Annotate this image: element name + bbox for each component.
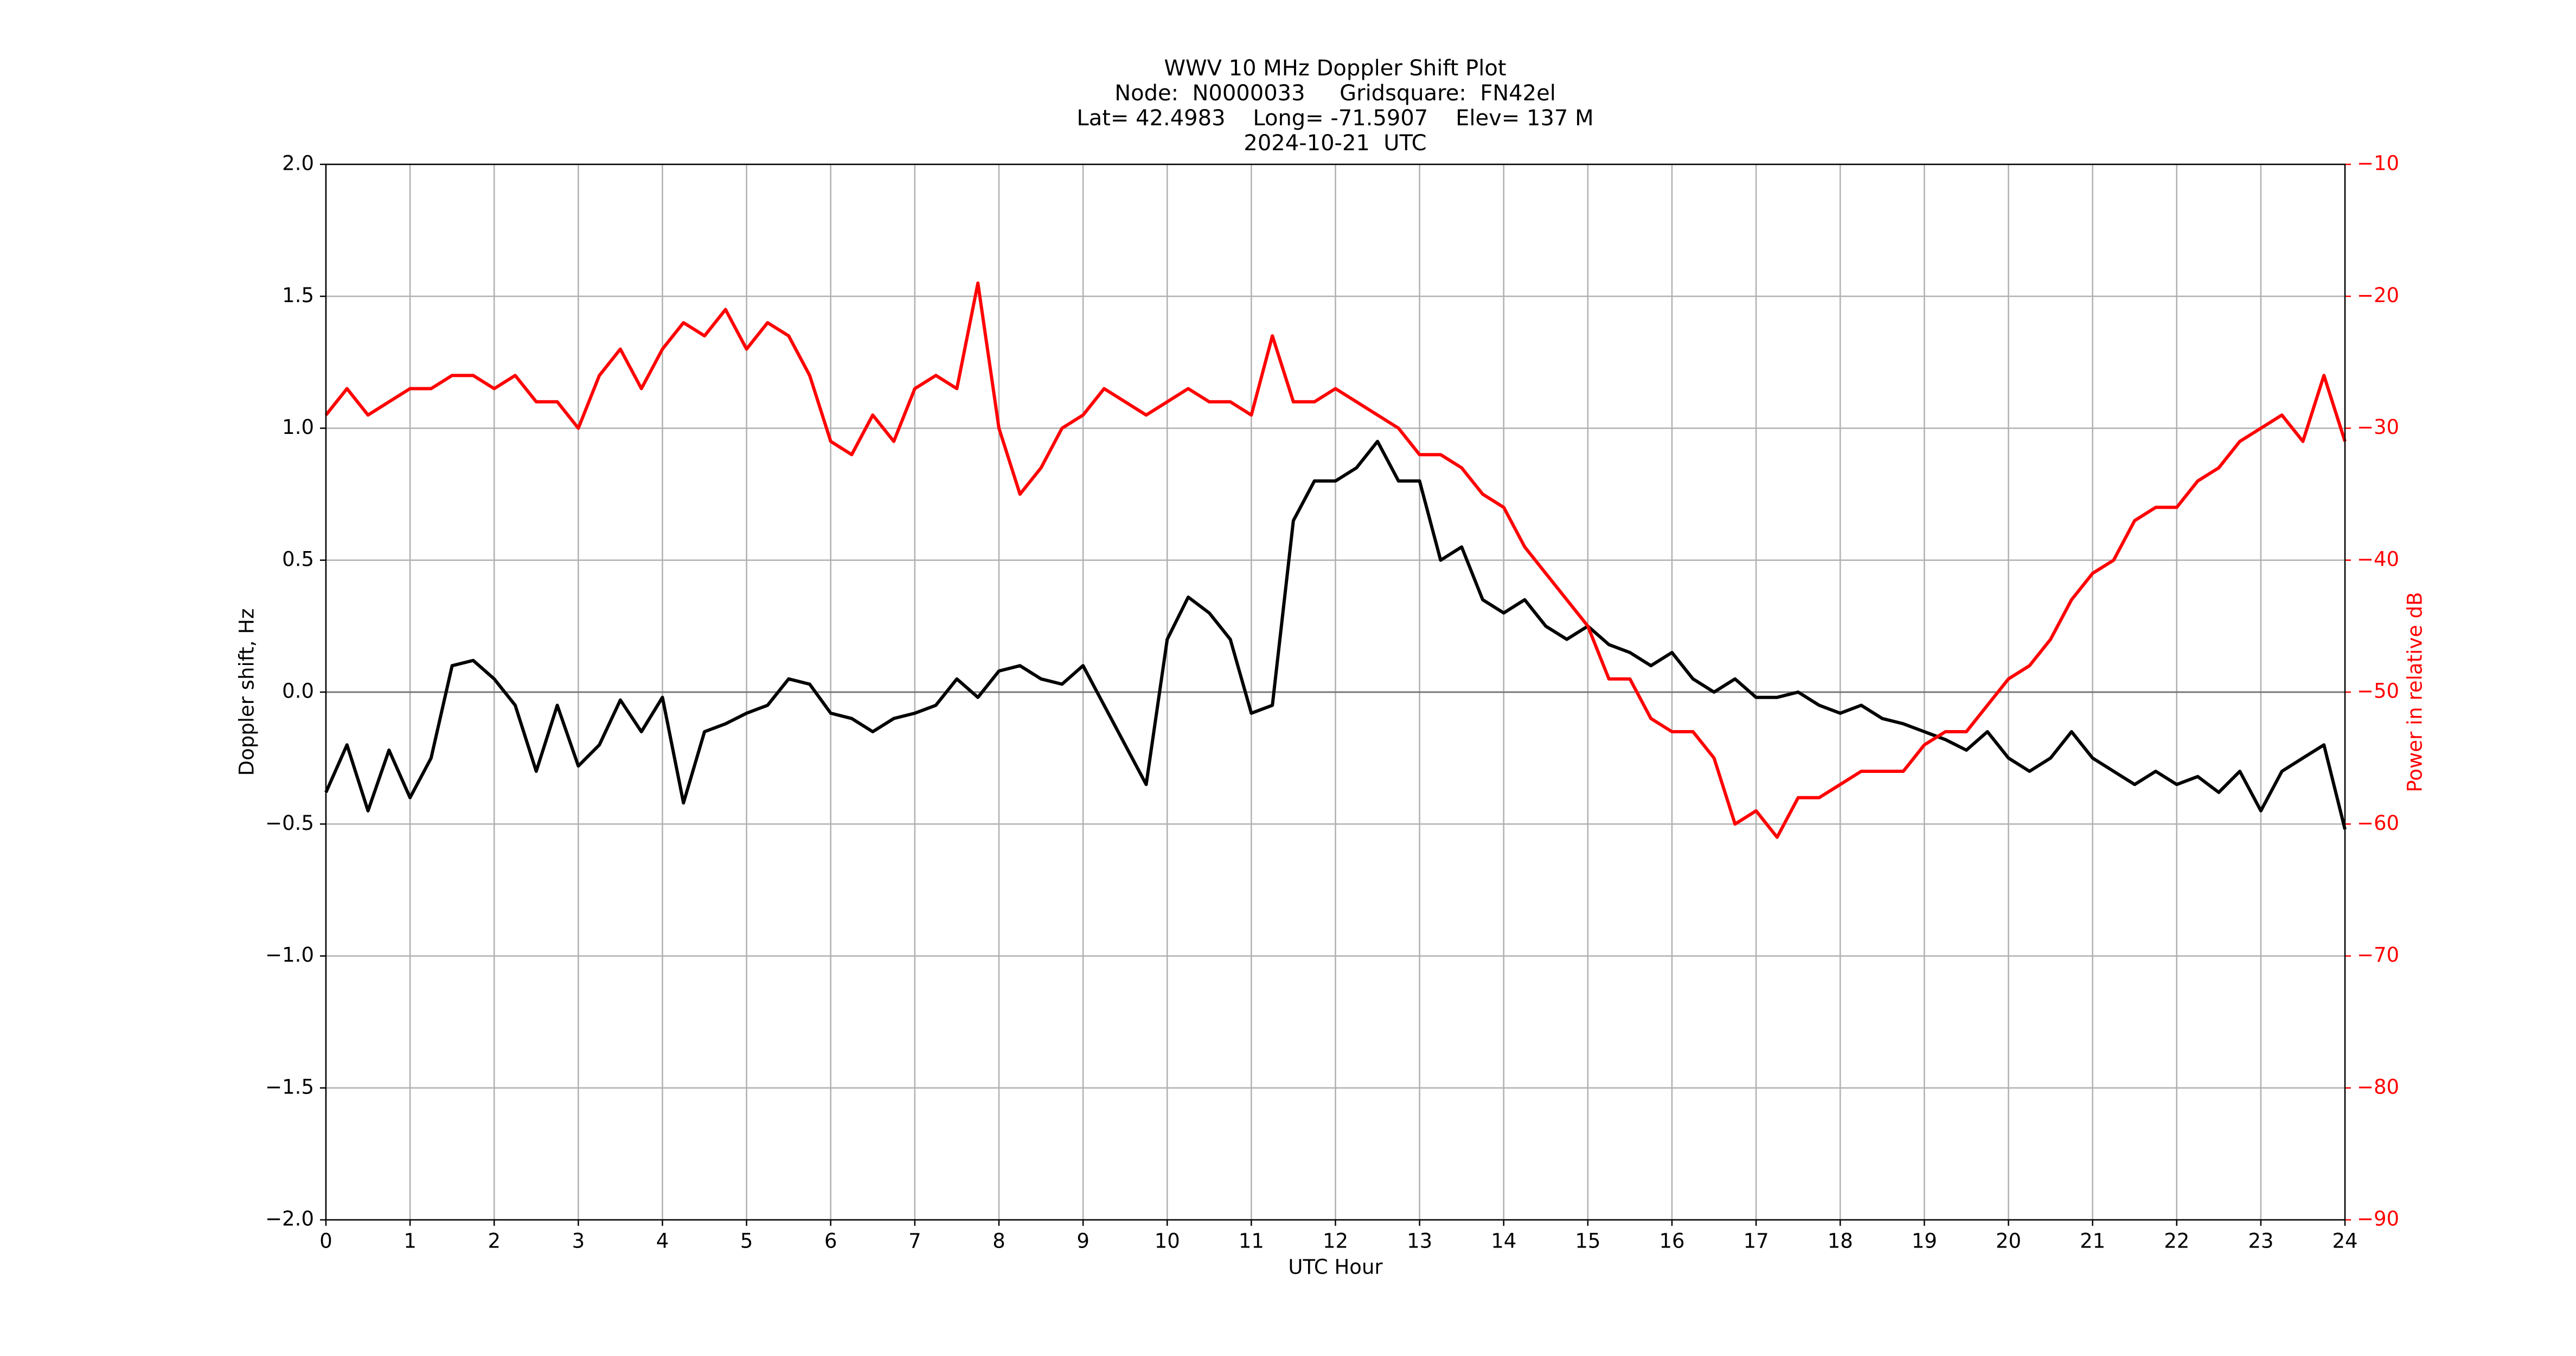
x-tick-label: 9 xyxy=(1076,1230,1090,1253)
x-tick-label: 0 xyxy=(319,1230,332,1253)
y-tick-label: 1.0 xyxy=(282,415,314,439)
x-tick-label: 18 xyxy=(1828,1230,1853,1253)
x-tick-label: 10 xyxy=(1155,1230,1180,1253)
y-tick-label: 0.5 xyxy=(282,547,314,571)
x-tick-label: 16 xyxy=(1659,1230,1684,1253)
x-axis-label: UTC Hour xyxy=(1288,1256,1383,1279)
x-tick-label: 14 xyxy=(1491,1230,1516,1253)
chart-title: Node: N0000033 Gridsquare: FN42el xyxy=(1114,81,1556,106)
y-tick-label: −0.5 xyxy=(265,811,314,835)
chart-title: 2024-10-21 UTC xyxy=(1244,131,1426,156)
x-tick-label: 17 xyxy=(1744,1230,1769,1253)
series-line xyxy=(324,439,2347,830)
y-tick-label: −1.0 xyxy=(265,943,314,967)
y-tick-label: 2.0 xyxy=(282,152,314,175)
x-tick-label: 13 xyxy=(1407,1230,1432,1253)
x-tick-label: 24 xyxy=(2332,1230,2357,1253)
y-tick-label: 0.0 xyxy=(282,680,314,703)
x-tick-label: 20 xyxy=(1996,1230,2021,1253)
y2-tick-label: −70 xyxy=(2357,943,2399,967)
y2-tick-label: −20 xyxy=(2357,284,2399,307)
x-tick-label: 11 xyxy=(1239,1230,1264,1253)
y-tick-label: 1.5 xyxy=(282,284,314,307)
x-tick-label: 7 xyxy=(908,1230,921,1253)
y2-tick-label: −30 xyxy=(2357,415,2399,439)
chart-title: Lat= 42.4983 Long= -71.5907 Elev= 137 M xyxy=(1076,106,1593,131)
x-tick-label: 19 xyxy=(1912,1230,1937,1253)
y2-tick-label: −60 xyxy=(2357,811,2399,835)
x-tick-label: 15 xyxy=(1575,1230,1600,1253)
chart-title: WWV 10 MHz Doppler Shift Plot xyxy=(1164,56,1506,81)
y2-tick-label: −10 xyxy=(2357,152,2399,175)
x-tick-label: 3 xyxy=(572,1230,585,1253)
x-tick-label: 12 xyxy=(1323,1230,1348,1253)
y-tick-label: −2.0 xyxy=(265,1207,314,1231)
x-tick-label: 21 xyxy=(2080,1230,2105,1253)
y-tick-label: −1.5 xyxy=(265,1075,314,1098)
y2-tick-label: −80 xyxy=(2357,1075,2399,1098)
y-axis-label: Doppler shift, Hz xyxy=(235,609,259,776)
x-tick-label: 22 xyxy=(2164,1230,2189,1253)
series-line xyxy=(324,281,2347,839)
x-tick-label: 4 xyxy=(656,1230,669,1253)
x-tick-label: 8 xyxy=(992,1230,1005,1253)
x-tick-label: 6 xyxy=(824,1230,837,1253)
x-tick-label: 23 xyxy=(2248,1230,2273,1253)
y2-tick-label: −50 xyxy=(2357,680,2399,703)
x-tick-label: 2 xyxy=(488,1230,501,1253)
y2-axis-label: Power in relative dB xyxy=(2404,592,2427,792)
plot-frame xyxy=(325,163,2346,1221)
x-tick-label: 1 xyxy=(403,1230,416,1253)
x-tick-label: 5 xyxy=(740,1230,753,1253)
y2-tick-label: −90 xyxy=(2357,1207,2399,1231)
y2-tick-label: −40 xyxy=(2357,547,2399,571)
